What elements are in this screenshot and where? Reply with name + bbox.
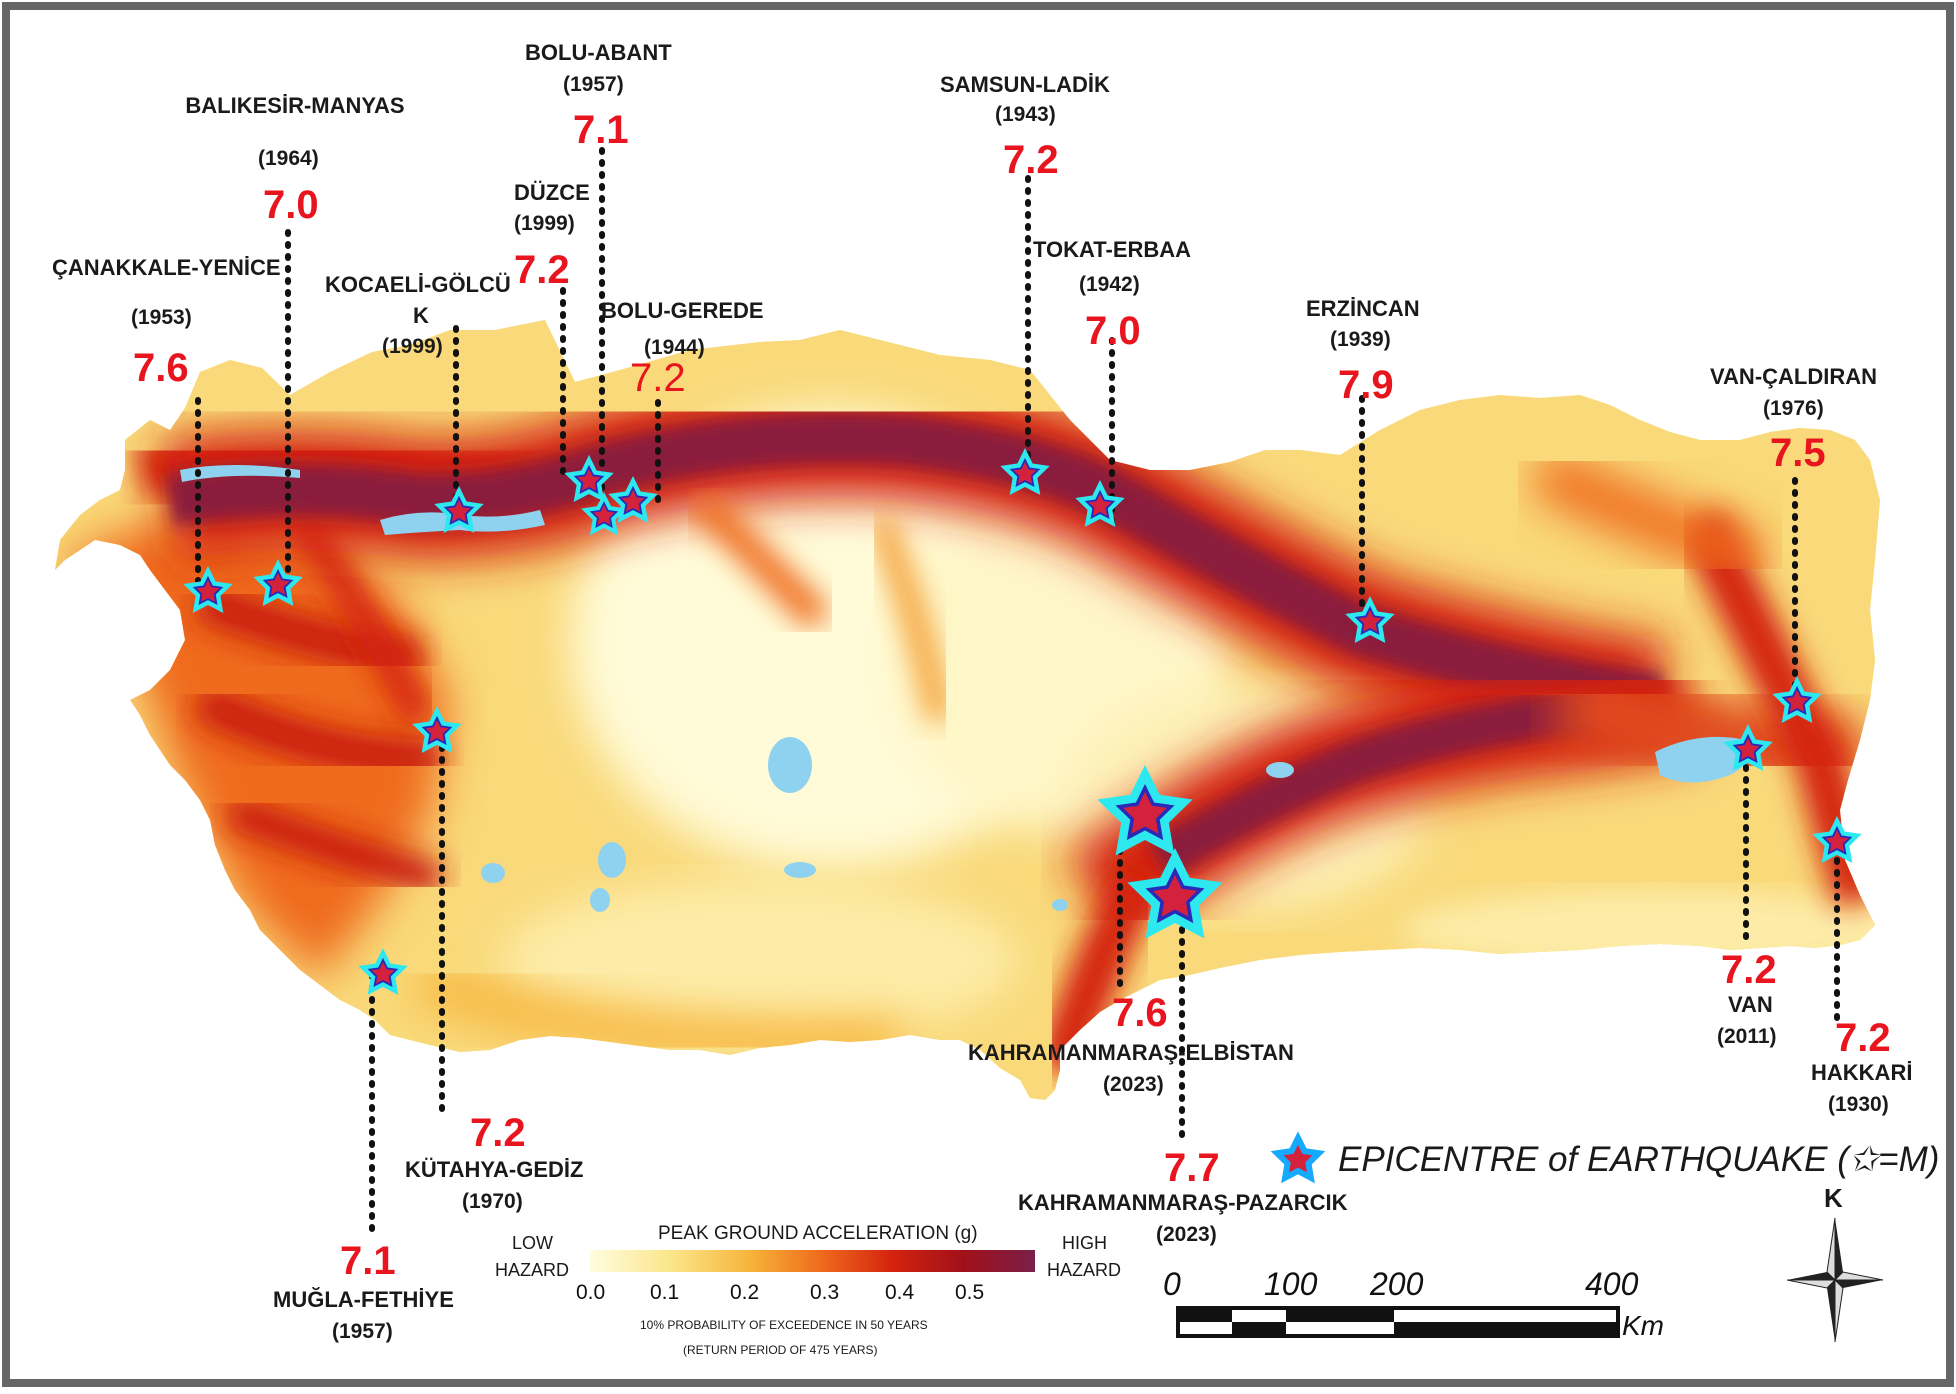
mag-bolu-gerede: 7.2 bbox=[630, 356, 686, 400]
name-bolu-gerede: BOLU-GEREDE bbox=[601, 298, 764, 323]
epicentre-star-center bbox=[1358, 610, 1382, 632]
legend-star-icon bbox=[1270, 1131, 1326, 1184]
epicentre-star-center bbox=[371, 962, 395, 984]
epicentre-star-center bbox=[1123, 792, 1167, 834]
year-bolu-gerede: (1944) bbox=[644, 336, 705, 359]
year-van: (2011) bbox=[1717, 1025, 1777, 1048]
mag-erzincan: 7.9 bbox=[1338, 363, 1394, 407]
epicentre-star-center bbox=[577, 469, 601, 491]
name-bolu-abant: BOLU-ABANT bbox=[525, 40, 672, 65]
mag-duzce: 7.2 bbox=[514, 248, 570, 292]
year-hakkari: (1930) bbox=[1828, 1093, 1889, 1116]
year-tokat: (1942) bbox=[1079, 273, 1140, 296]
mag-hakkari: 7.2 bbox=[1835, 1016, 1891, 1060]
name-samsun: SAMSUN-LADİK bbox=[940, 72, 1110, 97]
north-arrow bbox=[1786, 1217, 1884, 1343]
year-balikesir: (1964) bbox=[258, 147, 319, 170]
legend-note-1: 10% PROBABILITY OF EXCEEDENCE IN 50 YEAR… bbox=[640, 1318, 928, 1332]
mag-kutahya: 7.2 bbox=[470, 1111, 526, 1155]
name-pazarcik: KAHRAMANMARAŞ-PAZARCIK bbox=[1018, 1190, 1348, 1215]
epicentre-star-center bbox=[1088, 494, 1112, 516]
year-elbistan: (2023) bbox=[1103, 1073, 1164, 1096]
scale-unit: Km bbox=[1622, 1310, 1664, 1341]
mag-elbistan: 7.6 bbox=[1112, 991, 1168, 1035]
legend-title: PEAK GROUND ACCELERATION (g) bbox=[658, 1223, 978, 1244]
epicentre-star-center bbox=[1013, 462, 1037, 484]
scale-bar bbox=[1176, 1306, 1620, 1338]
mag-samsun: 7.2 bbox=[1003, 138, 1059, 182]
label-canakkale: ÇANAKKALE-YENİCE bbox=[52, 255, 281, 280]
epicentre-star-center bbox=[1825, 830, 1849, 852]
legend-high-1: HIGH bbox=[1062, 1233, 1107, 1253]
name-elbistan: KAHRAMANMARAŞ-ELBİSTAN bbox=[968, 1040, 1294, 1065]
name-duzce: DÜZCE bbox=[514, 180, 590, 205]
scale-tick: 400 bbox=[1585, 1266, 1639, 1302]
mag-van-caldiran: 7.5 bbox=[1770, 431, 1826, 475]
epicentre-stars bbox=[183, 448, 1862, 995]
name-kocaeli: KOCAELİ-GÖLCÜ bbox=[325, 272, 511, 297]
mag-tokat: 7.0 bbox=[1085, 309, 1141, 353]
epicentre-star-center bbox=[621, 490, 645, 512]
name-mugla: MUĞLA-FETHİYE bbox=[273, 1287, 454, 1312]
mag-canakkale: 7.6 bbox=[133, 346, 189, 390]
epicentre-star-center bbox=[196, 580, 220, 602]
legend-low-2: HAZARD bbox=[495, 1260, 570, 1280]
north-label: K bbox=[1824, 1183, 1843, 1213]
legend-tick: 0.5 bbox=[955, 1281, 985, 1304]
year-erzincan: (1939) bbox=[1330, 328, 1391, 351]
scale-tick: 0 bbox=[1163, 1266, 1181, 1302]
epicentre-star-center bbox=[1785, 690, 1809, 712]
name-tokat: TOKAT-ERBAA bbox=[1033, 237, 1192, 262]
legend-low-1: LOW bbox=[512, 1233, 554, 1253]
year-kocaeli: (1999) bbox=[382, 335, 443, 358]
year-van-caldiran: (1976) bbox=[1763, 397, 1824, 420]
name-kocaeli-2: K bbox=[413, 303, 429, 328]
pga-color-bar bbox=[590, 1250, 1035, 1272]
mag-van: 7.2 bbox=[1721, 948, 1777, 992]
epicentre-star-center bbox=[447, 500, 471, 522]
mag-balikesir: 7.0 bbox=[263, 183, 319, 227]
epicentre-legend-label: EPICENTRE of EARTHQUAKE (✩=M) bbox=[1338, 1140, 1940, 1179]
year-samsun: (1943) bbox=[995, 103, 1056, 126]
leader-lines bbox=[195, 147, 1840, 1241]
epicentre-star-center bbox=[1153, 875, 1197, 917]
name-kutahya: KÜTAHYA-GEDİZ bbox=[405, 1157, 584, 1182]
mag-mugla: 7.1 bbox=[340, 1239, 396, 1283]
legend-tick: 0.0 bbox=[576, 1281, 606, 1304]
scale-tick: 100 bbox=[1264, 1266, 1318, 1302]
legend-tick: 0.4 bbox=[885, 1281, 915, 1304]
name-van-caldiran: VAN-ÇALDIRAN bbox=[1710, 364, 1878, 389]
epicentre-star-center bbox=[1736, 738, 1760, 760]
epicentre-star-center bbox=[593, 505, 615, 525]
year-mugla: (1957) bbox=[332, 1320, 393, 1343]
epicentre-star-center bbox=[266, 573, 290, 595]
legend-high-2: HAZARD bbox=[1047, 1260, 1122, 1280]
year-duzce: (1999) bbox=[514, 212, 575, 235]
mag-pazarcik: 7.7 bbox=[1164, 1146, 1220, 1190]
name-hakkari: HAKKARİ bbox=[1811, 1060, 1913, 1085]
year-pazarcik: (2023) bbox=[1156, 1223, 1217, 1246]
label-balikesir: BALIKESİR-MANYAS bbox=[185, 93, 405, 118]
label-canakkale-year: (1953) bbox=[131, 306, 192, 329]
year-kutahya: (1970) bbox=[462, 1190, 523, 1213]
scale-tick: 200 bbox=[1370, 1266, 1424, 1302]
name-erzincan: ERZİNCAN bbox=[1306, 296, 1420, 321]
legend-tick: 0.3 bbox=[810, 1281, 840, 1304]
mag-bolu-abant: 7.1 bbox=[573, 108, 629, 152]
year-bolu-abant: (1957) bbox=[563, 73, 624, 96]
legend-note-2: (RETURN PERIOD OF 475 YEARS) bbox=[683, 1343, 878, 1357]
legend-tick: 0.2 bbox=[730, 1281, 760, 1304]
name-van: VAN bbox=[1728, 992, 1773, 1017]
legend-tick: 0.1 bbox=[650, 1281, 680, 1304]
epicentre-star-center bbox=[425, 720, 449, 742]
